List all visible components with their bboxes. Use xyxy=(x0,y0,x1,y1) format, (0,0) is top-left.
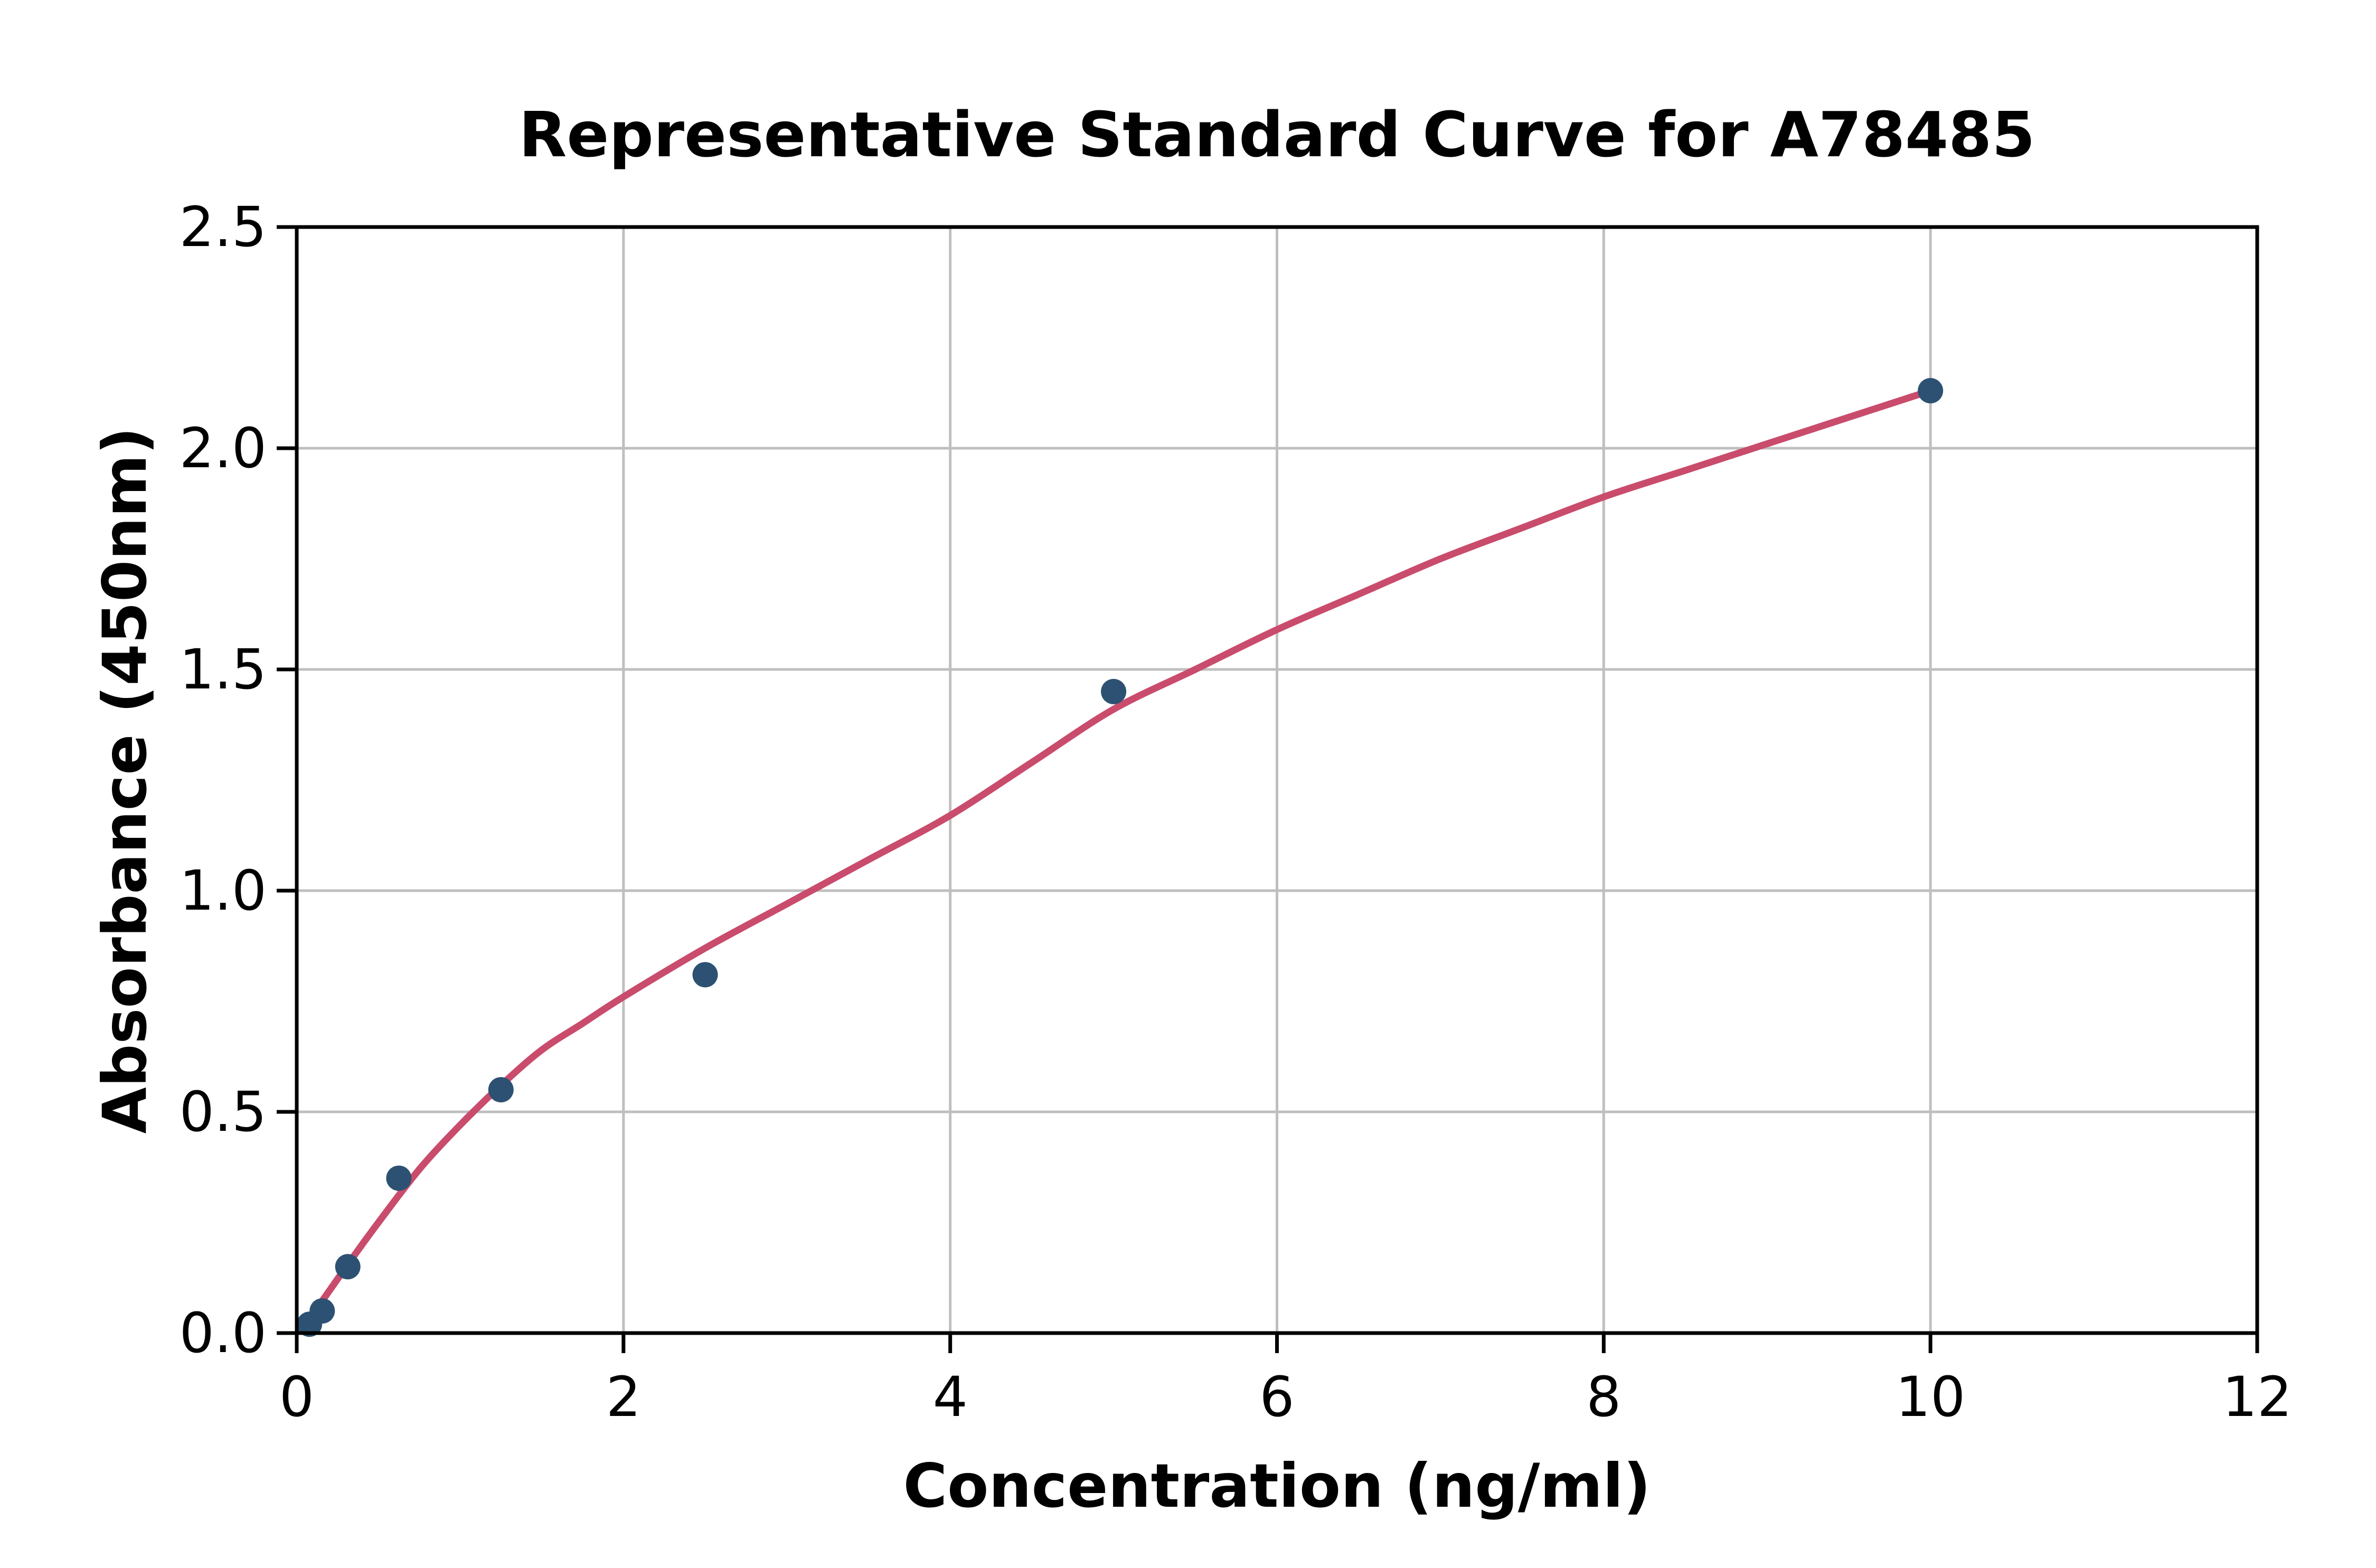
x-tick-label-12: 12 xyxy=(2222,1365,2293,1429)
x-tick-label-6: 6 xyxy=(1259,1365,1295,1429)
data-point xyxy=(309,1298,335,1324)
fit-curve-layer xyxy=(296,387,1934,1335)
data-point xyxy=(488,1077,514,1103)
x-tick-label-2: 2 xyxy=(606,1365,641,1429)
grid-layer xyxy=(297,227,2257,1333)
fit-curve xyxy=(296,387,1934,1335)
y-tick-label-1.0: 1.0 xyxy=(179,858,267,923)
data-point xyxy=(1918,378,1944,404)
y-tick-label-2.0: 2.0 xyxy=(179,416,267,480)
y-tick-label-1.5: 1.5 xyxy=(179,637,267,702)
x-axis-label: Concentration (ng/ml) xyxy=(903,1451,1651,1521)
y-tick-label-2.5: 2.5 xyxy=(179,195,267,259)
tick-marks-layer xyxy=(277,225,2259,1353)
x-tick-label-10: 10 xyxy=(1895,1365,1966,1429)
data-points-layer xyxy=(297,378,1944,1337)
chart-title: Representative Standard Curve for A78485 xyxy=(518,98,2035,171)
x-tick-label-4: 4 xyxy=(932,1365,968,1429)
data-point xyxy=(692,962,718,988)
data-point xyxy=(335,1254,361,1280)
data-point xyxy=(1101,678,1127,704)
x-tick-label-8: 8 xyxy=(1586,1365,1621,1429)
y-axis-label: Absorbance (450nm) xyxy=(90,427,160,1134)
y-tick-label-0.5: 0.5 xyxy=(179,1080,267,1144)
x-tick-label-0: 0 xyxy=(279,1365,315,1429)
data-point xyxy=(386,1165,412,1191)
y-tick-label-0.0: 0.0 xyxy=(179,1301,267,1365)
